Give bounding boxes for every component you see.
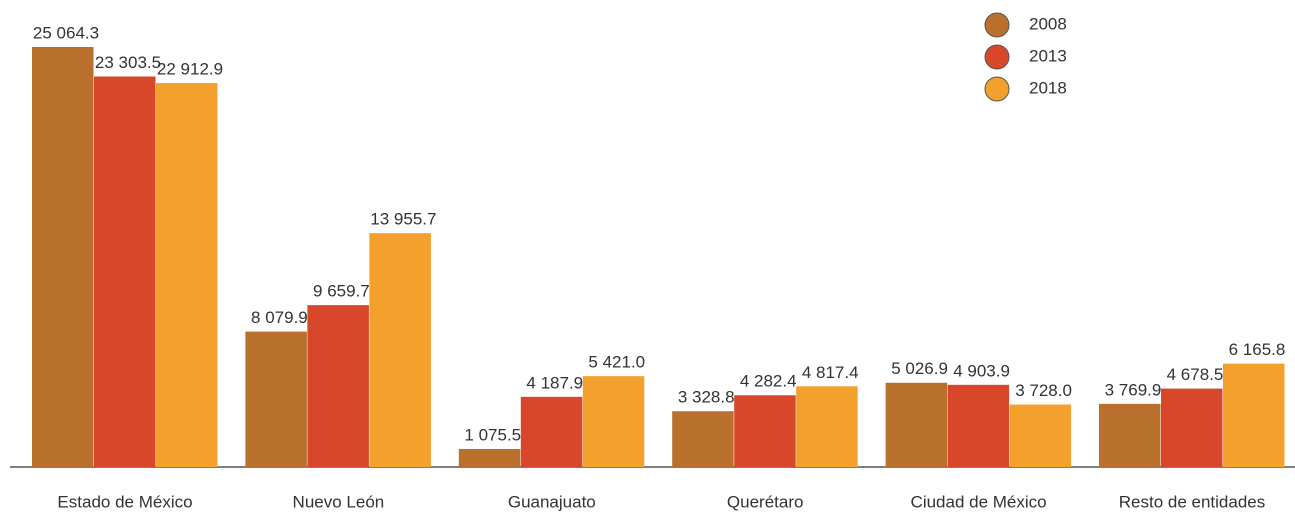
bar [32, 47, 94, 467]
bar [245, 331, 307, 467]
value-label: 13 955.7 [370, 210, 436, 229]
bar [734, 395, 796, 467]
value-label: 23 303.5 [95, 53, 161, 72]
legend-label: 2018 [1029, 78, 1067, 97]
value-label: 5 026.9 [891, 359, 948, 378]
bar [307, 305, 369, 467]
x-tick-label: Resto de entidades [1119, 492, 1266, 511]
x-tick-label: Ciudad de México [911, 492, 1047, 511]
value-label: 5 421.0 [588, 353, 645, 372]
bar [796, 386, 858, 467]
value-label: 25 064.3 [33, 23, 99, 42]
value-label: 9 659.7 [313, 282, 370, 301]
value-label: 1 075.5 [464, 425, 521, 444]
value-label: 6 165.8 [1229, 340, 1286, 359]
x-tick-label: Nuevo León [293, 492, 385, 511]
bar [458, 448, 521, 467]
legend-swatch [984, 76, 1010, 102]
x-tick-label: Estado de México [57, 492, 192, 511]
x-tick-label: Guanajuato [508, 492, 596, 511]
value-label: 4 903.9 [953, 361, 1010, 380]
bar [1009, 404, 1072, 467]
value-label: 3 728.0 [1015, 381, 1072, 400]
legend-swatch [984, 12, 1010, 38]
value-label: 22 912.9 [157, 60, 223, 79]
value-label: 4 282.4 [740, 372, 797, 391]
value-label: 3 769.9 [1105, 380, 1162, 399]
bar [156, 83, 218, 468]
x-tick-label: Querétaro [727, 492, 804, 511]
bar [885, 382, 948, 467]
legend-label: 2008 [1029, 14, 1067, 33]
bar [1099, 403, 1161, 467]
bar [94, 76, 156, 467]
bar [582, 376, 645, 467]
value-label: 8 079.9 [251, 308, 308, 327]
bar [672, 411, 734, 467]
bar [947, 384, 1010, 467]
bar [1223, 363, 1285, 467]
value-label: 3 328.8 [678, 388, 735, 407]
legend-swatch [984, 44, 1010, 70]
value-label: 4 187.9 [526, 373, 583, 392]
value-label: 4 678.5 [1167, 365, 1224, 384]
bar [369, 233, 431, 467]
value-label: 4 817.4 [802, 363, 859, 382]
bar [520, 396, 583, 467]
bar [1161, 388, 1223, 467]
legend-label: 2013 [1029, 46, 1067, 65]
